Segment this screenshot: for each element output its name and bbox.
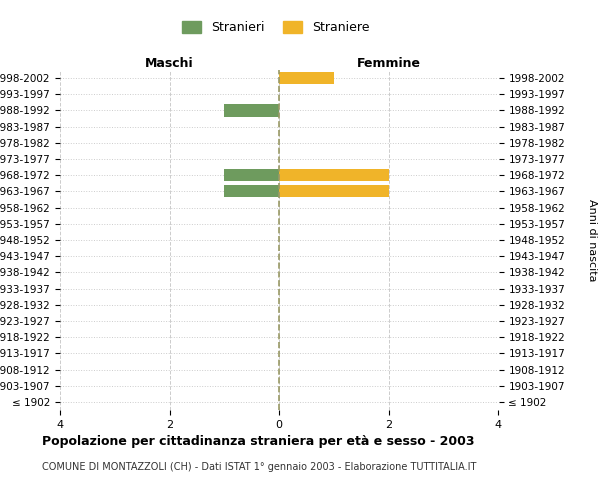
Text: Popolazione per cittadinanza straniera per età e sesso - 2003: Popolazione per cittadinanza straniera p… bbox=[42, 435, 475, 448]
Bar bbox=[224, 104, 279, 117]
Text: Femmine: Femmine bbox=[356, 57, 421, 70]
Legend: Stranieri, Straniere: Stranieri, Straniere bbox=[178, 16, 374, 40]
Text: Maschi: Maschi bbox=[145, 57, 194, 70]
Text: Anni di nascita: Anni di nascita bbox=[587, 198, 597, 281]
Bar bbox=[279, 186, 389, 198]
Bar bbox=[279, 169, 389, 181]
Bar bbox=[224, 169, 279, 181]
Bar bbox=[279, 72, 334, 84]
Bar bbox=[224, 186, 279, 198]
Text: COMUNE DI MONTAZZOLI (CH) - Dati ISTAT 1° gennaio 2003 - Elaborazione TUTTITALIA: COMUNE DI MONTAZZOLI (CH) - Dati ISTAT 1… bbox=[42, 462, 476, 472]
